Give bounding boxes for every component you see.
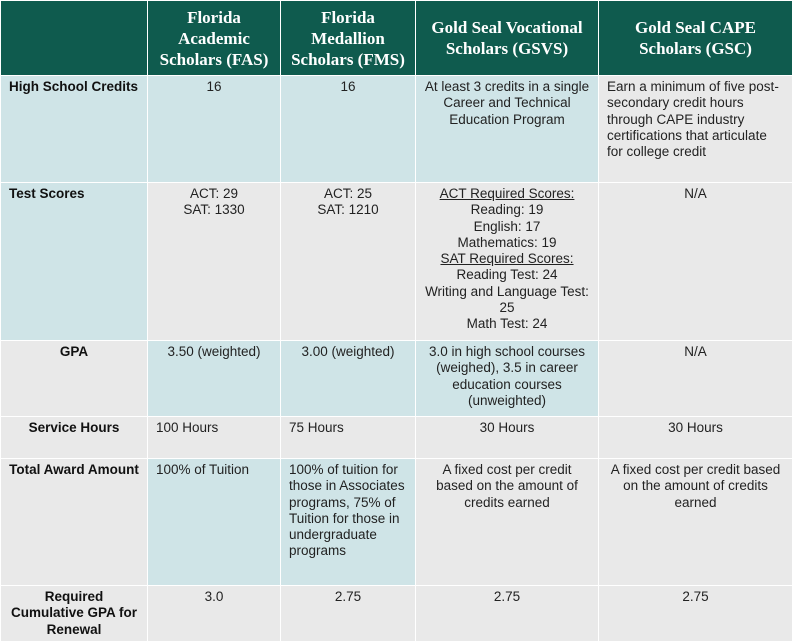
cell-line: 3.0 in high school courses (weighed), 3.…: [424, 344, 590, 409]
table-cell: A fixed cost per credit based on the amo…: [599, 459, 792, 586]
cell-line: SAT: 1330: [156, 202, 272, 218]
table-row: High School Credits 16 16 At least 3 credit…: [1, 76, 792, 183]
cell-line: 30 Hours: [607, 420, 784, 436]
table-cell: At least 3 credits in a single Career an…: [416, 76, 599, 183]
cell-line: 2.75: [289, 589, 407, 605]
table-cell: N/A: [599, 341, 792, 417]
cell-line: SAT Required Scores:: [424, 251, 590, 267]
table-cell: 16: [148, 76, 281, 183]
cell-line: Mathematics: 19: [424, 235, 590, 251]
row-label: Test Scores: [1, 183, 148, 341]
table-cell: A fixed cost per credit based on the amo…: [416, 459, 599, 586]
cell-line: SAT: 1210: [289, 202, 407, 218]
table-cell: 3.50 (weighted): [148, 341, 281, 417]
cell-line: 3.0: [156, 589, 272, 605]
cell-line: 2.75: [424, 589, 590, 605]
row-label: Required Cumulative GPA for Renewal: [1, 586, 148, 642]
table-cell: 100% of Tuition: [148, 459, 281, 586]
corner: [1, 1, 148, 76]
cell-line: 75 Hours: [289, 420, 407, 436]
column-header: Florida Medallion Scholars (FMS): [281, 1, 416, 76]
column-header: Gold Seal CAPE Scholars (GSC): [599, 1, 792, 76]
cell-line: 2.75: [607, 589, 784, 605]
cell-line: At least 3 credits in a single Career an…: [424, 79, 590, 128]
table-cell: 16: [281, 76, 416, 183]
table-row: Total Award Amount 100% of Tuition 100% of…: [1, 459, 792, 586]
cell-line: Reading: 19: [424, 202, 590, 218]
cell-line: Writing and Language Test: 25: [424, 284, 590, 317]
row-label: Service Hours: [1, 417, 148, 459]
cell-line: 30 Hours: [424, 420, 590, 436]
table-row: Required Cumulative GPA for Renewal 3.0 2.…: [1, 586, 792, 642]
cell-line: 100 Hours: [156, 420, 272, 436]
table-cell: 75 Hours: [281, 417, 416, 459]
table-cell: 100% of tuition for those in Associates …: [281, 459, 416, 586]
table-cell: 3.00 (weighted): [281, 341, 416, 417]
table-cell: 3.0 in high school courses (weighed), 3.…: [416, 341, 599, 417]
cell-line: ACT Required Scores:: [424, 186, 590, 202]
cell-line: 16: [289, 79, 407, 95]
cell-line: Earn a minimum of five post-secondary cr…: [607, 79, 784, 160]
row-label: Total Award Amount: [1, 459, 148, 586]
table-cell: Earn a minimum of five post-secondary cr…: [599, 76, 792, 183]
table-cell: 2.75: [599, 586, 792, 642]
cell-line: 3.00 (weighted): [289, 344, 407, 360]
table-row: GPA 3.50 (weighted) 3.00 (weighted) 3.0 in …: [1, 341, 792, 417]
cell-line: ACT: 29: [156, 186, 272, 202]
column-header: Gold Seal Vocational Scholars (GSVS): [416, 1, 599, 76]
table-cell: 100 Hours: [148, 417, 281, 459]
cell-line: A fixed cost per credit based on the amo…: [424, 462, 590, 511]
cell-line: Math Test: 24: [424, 316, 590, 332]
cell-line: 16: [156, 79, 272, 95]
row-label: GPA: [1, 341, 148, 417]
table-row: Service Hours 100 Hours 75 Hours 30 Hours 30…: [1, 417, 792, 459]
table-cell: 30 Hours: [416, 417, 599, 459]
header-row: Florida Academic Scholars (FAS)Florida M…: [1, 1, 792, 76]
cell-line: English: 17: [424, 219, 590, 235]
cell-line: A fixed cost per credit based on the amo…: [607, 462, 784, 511]
table-cell: 2.75: [416, 586, 599, 642]
cell-line: Reading Test: 24: [424, 267, 590, 283]
cell-line: 100% of tuition for those in Associates …: [289, 462, 407, 560]
table-cell: 2.75: [281, 586, 416, 642]
column-header: Florida Academic Scholars (FAS): [148, 1, 281, 76]
table-cell: 30 Hours: [599, 417, 792, 459]
cell-line: N/A: [607, 186, 784, 202]
table-cell: N/A: [599, 183, 792, 341]
cell-line: N/A: [607, 344, 784, 360]
table-cell: 3.0: [148, 586, 281, 642]
cell-line: ACT: 25: [289, 186, 407, 202]
cell-line: 100% of Tuition: [156, 462, 272, 478]
row-label: High School Credits: [1, 76, 148, 183]
cell-line: 3.50 (weighted): [156, 344, 272, 360]
